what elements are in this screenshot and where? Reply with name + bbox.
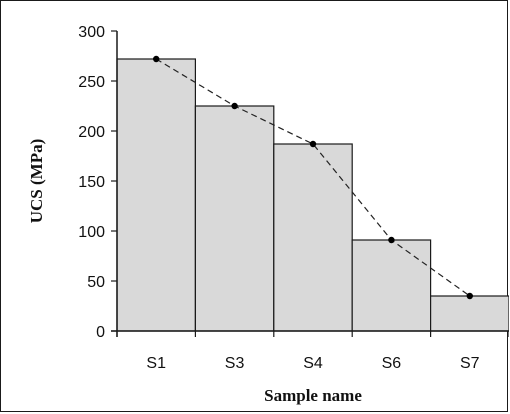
bar-s4 (273, 143, 353, 332)
marker-s3 (231, 102, 238, 110)
y-tick-label: 300 (78, 24, 105, 41)
x-tick-label: S7 (460, 355, 480, 372)
y-tick-label: 100 (78, 224, 105, 241)
marker-s6 (388, 236, 395, 244)
marker-s4 (309, 140, 317, 148)
x-tick-label: S4 (303, 355, 323, 372)
marker-s7 (466, 292, 473, 300)
y-tick-label: 250 (78, 74, 105, 91)
trend-line-layer (155, 58, 471, 297)
bar-s7 (430, 295, 509, 332)
axes-layer (111, 31, 509, 337)
x-ticks-layer: S1 S3 S4 S6 S7 (116, 331, 509, 372)
x-tick-label: S3 (225, 355, 245, 372)
bar-s6 (351, 239, 432, 332)
markers-layer (153, 55, 473, 300)
y-tick-label: 50 (87, 274, 105, 291)
bars-layer (116, 58, 509, 332)
x-tick-label: S1 (146, 355, 166, 372)
marker-s1 (153, 55, 160, 63)
y-tick-label: 150 (78, 174, 105, 191)
trend-line (155, 58, 471, 297)
x-axis-title: Sample name (264, 386, 362, 405)
bar-s3 (194, 105, 275, 332)
bar-s1 (116, 58, 197, 332)
y-tick-label: 0 (96, 324, 105, 341)
x-tick-label: S6 (382, 355, 402, 372)
y-axis-title: UCS (MPa) (27, 139, 46, 224)
y-tick-label: 200 (78, 124, 105, 141)
y-ticks-layer: 0 50 100 150 200 250 300 (78, 24, 117, 341)
